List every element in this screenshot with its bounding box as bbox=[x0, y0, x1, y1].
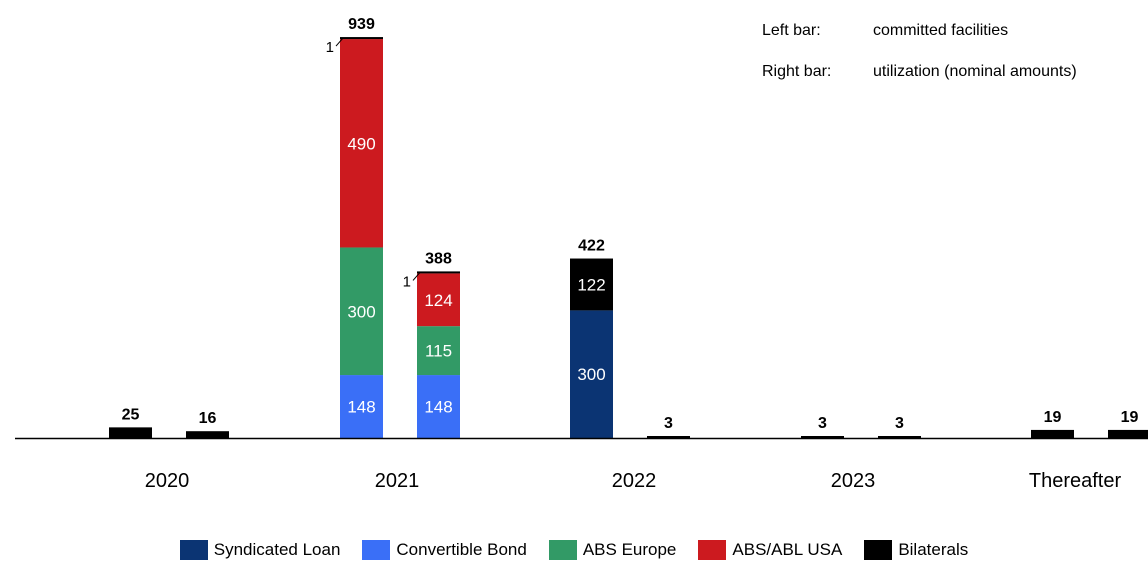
bar-total-label: 939 bbox=[348, 16, 375, 33]
legend-item-syndicated-loan: Syndicated Loan bbox=[179, 540, 341, 560]
bar-segment-bilaterals bbox=[109, 427, 152, 438]
legend-label: Convertible Bond bbox=[396, 540, 527, 559]
category-label: 2020 bbox=[145, 470, 190, 492]
note-right-value: utilization (nominal amounts) bbox=[873, 63, 1077, 80]
segment-label: 300 bbox=[347, 302, 375, 321]
legend-label: ABS Europe bbox=[582, 540, 677, 559]
segment-label: 490 bbox=[347, 134, 375, 153]
bar-segment-syndicated-loan bbox=[570, 310, 613, 438]
legend-item-abs-abl-usa: ABS/ABL USA bbox=[698, 540, 842, 560]
bar-segment-abs-abl-usa bbox=[340, 39, 383, 248]
note-right-label: Right bar: bbox=[762, 63, 832, 80]
bar-total-label: 388 bbox=[425, 250, 452, 267]
category-label: Thereafter bbox=[1029, 470, 1122, 492]
legend-label: ABS/ABL USA bbox=[732, 540, 843, 559]
bar-total-label: 19 bbox=[1044, 409, 1062, 426]
legend: Syndicated Loan Convertible Bond ABS Eur… bbox=[0, 540, 1148, 560]
bar-segment-bilaterals bbox=[647, 436, 690, 438]
note-left-value: committed facilities bbox=[873, 22, 1009, 39]
bar-segment-bilaterals bbox=[878, 436, 921, 438]
callout-line bbox=[412, 272, 421, 281]
callout-line bbox=[335, 37, 344, 47]
bar-total-label: 422 bbox=[578, 238, 605, 255]
bar-segment-bilaterals bbox=[801, 436, 844, 438]
legend-swatch bbox=[698, 540, 727, 560]
segment-label: 148 bbox=[347, 398, 375, 417]
segment-label: 148 bbox=[424, 398, 452, 417]
bar-total-label: 19 bbox=[1121, 409, 1139, 426]
legend-swatch bbox=[548, 540, 577, 560]
bar-segment-abs-europe bbox=[417, 326, 460, 376]
bar-segment-bilaterals bbox=[340, 37, 383, 40]
legend-swatch bbox=[362, 540, 391, 560]
bar-segment-abs-abl-usa bbox=[417, 273, 460, 327]
note-left-label: Left bar: bbox=[762, 22, 821, 39]
legend-item-abs-europe: ABS Europe bbox=[548, 540, 677, 560]
bar-total-label: 16 bbox=[199, 410, 217, 427]
legend-swatch bbox=[864, 540, 893, 560]
bar-segment-convertible-bond bbox=[417, 375, 460, 438]
bar-total-label: 3 bbox=[818, 415, 827, 432]
category-label: 2023 bbox=[831, 470, 876, 492]
bar-total-label: 3 bbox=[895, 415, 904, 432]
bar-segment-bilaterals bbox=[1108, 429, 1148, 438]
bar-total-label: 3 bbox=[664, 415, 673, 432]
bar-segment-abs-europe bbox=[340, 247, 383, 376]
legend-label: Bilaterals bbox=[898, 540, 969, 559]
category-label: 2021 bbox=[375, 470, 420, 492]
legend-swatch bbox=[179, 540, 208, 560]
legend-item-bilaterals: Bilaterals bbox=[864, 540, 968, 560]
legend-label: Syndicated Loan bbox=[213, 540, 341, 559]
bar-segment-bilaterals bbox=[570, 258, 613, 311]
bar-segment-bilaterals bbox=[417, 271, 460, 274]
bar-segment-bilaterals bbox=[1031, 429, 1074, 438]
segment-label: 122 bbox=[577, 275, 605, 294]
segment-label: 115 bbox=[425, 342, 452, 361]
bar-segment-convertible-bond bbox=[340, 375, 383, 438]
segment-label: 124 bbox=[424, 291, 452, 310]
category-label: 2022 bbox=[612, 470, 657, 492]
legend-item-convertible-bond: Convertible Bond bbox=[362, 540, 527, 560]
callout-label: 1 bbox=[326, 39, 334, 56]
callout-label: 1 bbox=[403, 273, 411, 290]
segment-label: 300 bbox=[577, 365, 605, 384]
bar-segment-bilaterals bbox=[186, 431, 229, 438]
bar-total-label: 25 bbox=[122, 406, 140, 423]
